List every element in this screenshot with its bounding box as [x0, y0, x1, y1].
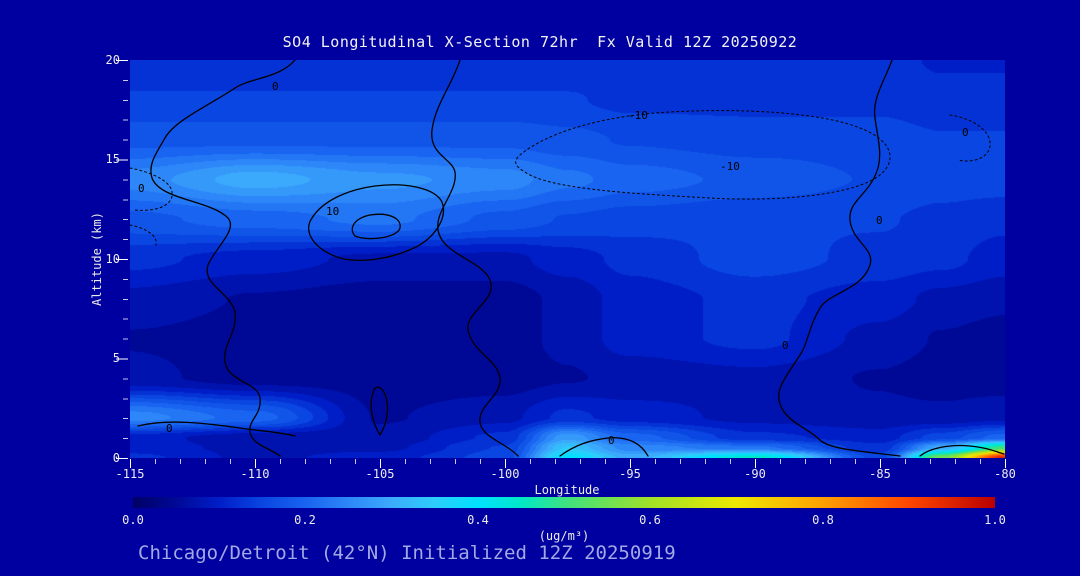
contour-line-solid	[307, 184, 445, 261]
contour-label: 0	[608, 434, 615, 447]
colorbar-tick-1.0: 1.0	[984, 513, 1006, 527]
contour-line-solid	[351, 213, 401, 240]
contour-line-solid	[559, 437, 649, 457]
y-tick-5: 5	[112, 351, 120, 365]
figure-caption: Chicago/Detroit (42°N) Initialized 12Z 2…	[138, 542, 676, 564]
chart-title: SO4 Longitudinal X-Section 72hr Fx Valid…	[282, 33, 798, 51]
contour-line-solid	[778, 60, 901, 457]
x-tick--110: -110	[240, 467, 270, 481]
contour-line-solid	[370, 386, 389, 436]
contour-label: 0	[876, 214, 883, 227]
x-tick--85: -85	[869, 467, 891, 481]
contour-line-dotted	[949, 114, 991, 162]
x-tick--105: -105	[365, 467, 395, 481]
x-axis-label: Longitude	[534, 483, 600, 497]
contour-label: 0	[272, 80, 279, 93]
x-axis-major-ticks	[130, 459, 1006, 468]
contour-label: 10	[326, 205, 339, 218]
colorbar-unit-label: (ug/m³)	[538, 529, 590, 543]
contour-line-dotted	[130, 224, 157, 246]
x-tick--100: -100	[490, 467, 520, 481]
contour-line-solid	[431, 60, 519, 457]
contour-label: -10	[720, 160, 740, 173]
colorbar-tick-0.4: 0.4	[467, 513, 489, 527]
x-tick--115: -115	[115, 467, 145, 481]
y-tick-0: 0	[112, 451, 120, 465]
field-canvas	[130, 60, 1005, 458]
contour-line-dotted	[130, 167, 173, 211]
contour-line-dotted	[515, 110, 891, 200]
contour-line-solid	[150, 60, 296, 457]
x-tick--95: -95	[619, 467, 641, 481]
contour-line-solid	[919, 444, 1005, 457]
contour-label: 0	[166, 422, 173, 435]
x-tick--80: -80	[994, 467, 1016, 481]
y-axis-major-ticks	[116, 60, 128, 459]
contour-label: -10	[628, 109, 648, 122]
contour-label: 0	[138, 182, 145, 195]
x-tick--90: -90	[744, 467, 766, 481]
plot-area: 0 10 -10 -10 0 0 0 0 0 0	[130, 60, 1005, 458]
colorbar-tick-0.0: 0.0	[122, 513, 144, 527]
y-tick-10: 10	[105, 252, 120, 266]
y-tick-15: 15	[105, 152, 120, 166]
y-tick-20: 20	[105, 53, 120, 67]
contour-label: 0	[782, 339, 789, 352]
contour-overlay: 0 10 -10 -10 0 0 0 0 0 0	[130, 60, 1005, 457]
contour-line-solid	[137, 421, 296, 437]
contour-label: 0	[962, 126, 969, 139]
colorbar-tick-0.6: 0.6	[639, 513, 661, 527]
colorbar	[133, 497, 995, 508]
colorbar-tick-0.2: 0.2	[294, 513, 316, 527]
colorbar-tick-0.8: 0.8	[812, 513, 834, 527]
